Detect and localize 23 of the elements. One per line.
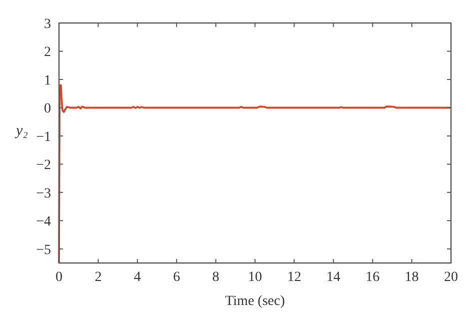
x-tick-label: 6 (173, 270, 180, 285)
x-tick-label: 10 (248, 270, 262, 285)
y-tick-label: 0 (44, 102, 51, 117)
y-tick-label: −3 (36, 186, 51, 202)
y-tick-label: −5 (36, 242, 51, 258)
y-tick-label: 3 (44, 16, 51, 32)
x-tick-label: 2 (94, 270, 102, 285)
x-tick-label: 0 (56, 270, 62, 285)
y-tick-label: −2 (36, 158, 51, 174)
x-tick-label: 12 (287, 270, 302, 285)
y-tick-label: 2 (44, 45, 51, 60)
x-tick-label: 16 (366, 270, 380, 285)
x-axis-title: Time (sec) (225, 294, 286, 309)
x-tick-label: 20 (444, 270, 458, 285)
y-axis-title: y₂ (14, 123, 28, 139)
x-tick-label: 8 (212, 270, 220, 285)
line-series (58, 84, 452, 264)
y-tick-label: 1 (44, 73, 51, 88)
y-tick-label: −1 (36, 130, 51, 145)
x-tick-label: 4 (134, 270, 141, 285)
x-tick-label: 14 (326, 270, 340, 285)
x-tick-label: 18 (404, 270, 419, 285)
y-tick-label: −4 (36, 214, 51, 230)
